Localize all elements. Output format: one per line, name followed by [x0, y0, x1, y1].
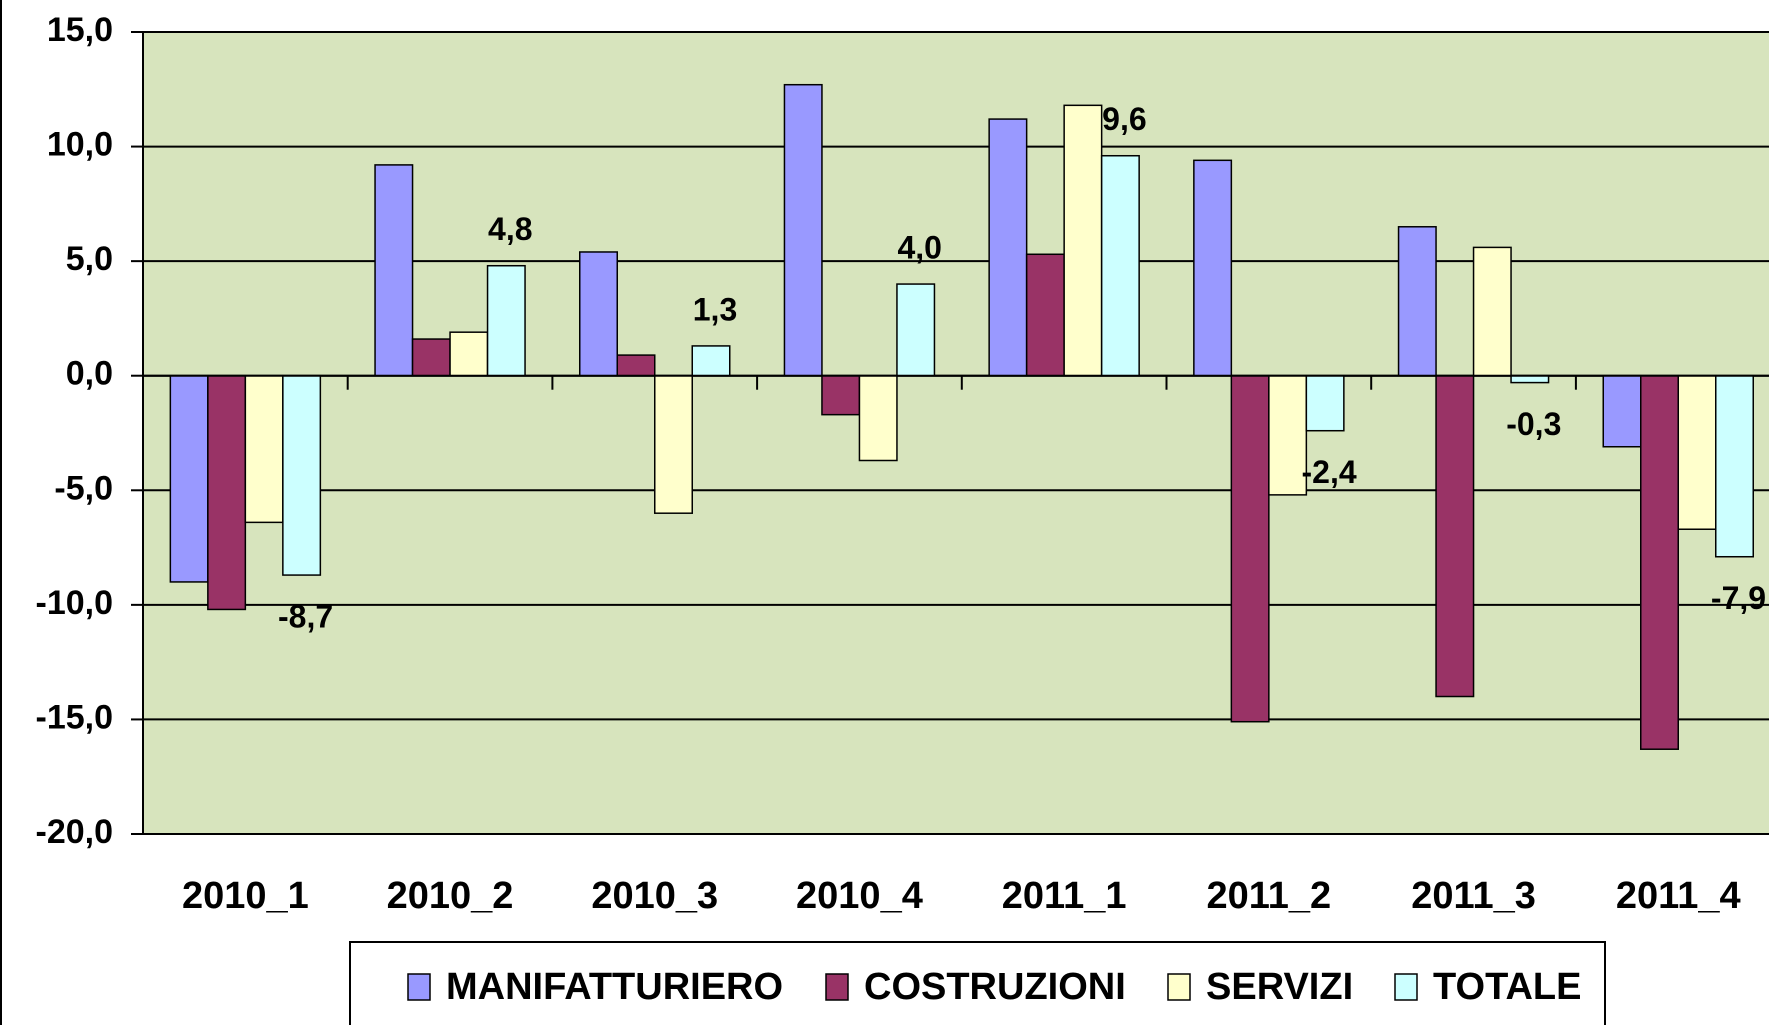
bar — [449, 331, 489, 377]
x-tick-label: 2011_4 — [1616, 875, 1741, 917]
y-tick-label: 5,0 — [66, 240, 113, 278]
bar — [1435, 374, 1475, 698]
y-tick-label: -10,0 — [36, 584, 114, 622]
legend-swatch — [407, 973, 431, 1001]
bar — [411, 338, 451, 377]
x-tick-label: 2010_4 — [796, 875, 923, 917]
bar — [821, 374, 861, 416]
bar — [1677, 374, 1717, 530]
bar — [1305, 374, 1345, 432]
bar — [1193, 159, 1233, 377]
bar — [486, 264, 526, 377]
data-label: 9,6 — [1102, 101, 1146, 137]
y-tick-label: -15,0 — [36, 698, 114, 736]
bar — [616, 354, 656, 377]
bar — [1510, 374, 1550, 384]
y-tick-label: -20,0 — [36, 813, 114, 851]
bar — [207, 374, 247, 611]
legend-swatch — [1167, 973, 1191, 1001]
x-tick-label: 2011_1 — [1002, 875, 1127, 917]
legend-swatch — [825, 973, 849, 1001]
bar — [654, 374, 693, 514]
x-tick-label: 2010_1 — [182, 875, 309, 917]
y-tick-label: 10,0 — [47, 126, 113, 164]
x-tick-label: 2010_3 — [591, 875, 718, 917]
data-label: 4,0 — [897, 230, 941, 266]
y-tick-label: 0,0 — [66, 355, 113, 393]
bar — [169, 374, 209, 583]
bar — [896, 283, 936, 377]
legend-label: SERVIZI — [1206, 966, 1353, 1008]
y-tick-label: 15,0 — [47, 11, 113, 49]
bar — [1715, 374, 1754, 558]
legend-label: TOTALE — [1433, 966, 1581, 1008]
data-label: -8,7 — [278, 599, 333, 635]
bar — [691, 345, 731, 377]
bar — [1063, 104, 1103, 377]
bar — [858, 374, 898, 462]
bar — [783, 83, 823, 377]
bar — [1640, 374, 1679, 750]
x-tick-label: 2010_2 — [387, 875, 514, 917]
legend-swatch — [1394, 973, 1418, 1001]
bar — [1230, 374, 1270, 723]
bar — [374, 164, 414, 377]
legend-label: MANIFATTURIERO — [446, 966, 783, 1008]
x-tick-label: 2011_3 — [1411, 875, 1536, 917]
bar — [1397, 226, 1437, 377]
data-label: -0,3 — [1506, 406, 1561, 442]
bar — [1100, 154, 1140, 377]
data-label: -7,9 — [1711, 580, 1766, 616]
legend-label: COSTRUZIONI — [864, 966, 1126, 1008]
bar — [1268, 374, 1308, 496]
bar — [1025, 253, 1065, 377]
x-tick-label: 2011_2 — [1206, 875, 1331, 917]
bar — [579, 251, 618, 377]
bar — [1602, 374, 1642, 448]
data-label: 1,3 — [693, 291, 737, 327]
plot-area — [143, 32, 1769, 834]
data-label: -2,4 — [1302, 454, 1357, 490]
bar — [244, 374, 284, 524]
y-tick-label: -5,0 — [54, 469, 113, 507]
bar — [282, 374, 322, 576]
bar — [1472, 246, 1512, 377]
data-label: 4,8 — [488, 211, 532, 247]
bar — [988, 118, 1028, 377]
